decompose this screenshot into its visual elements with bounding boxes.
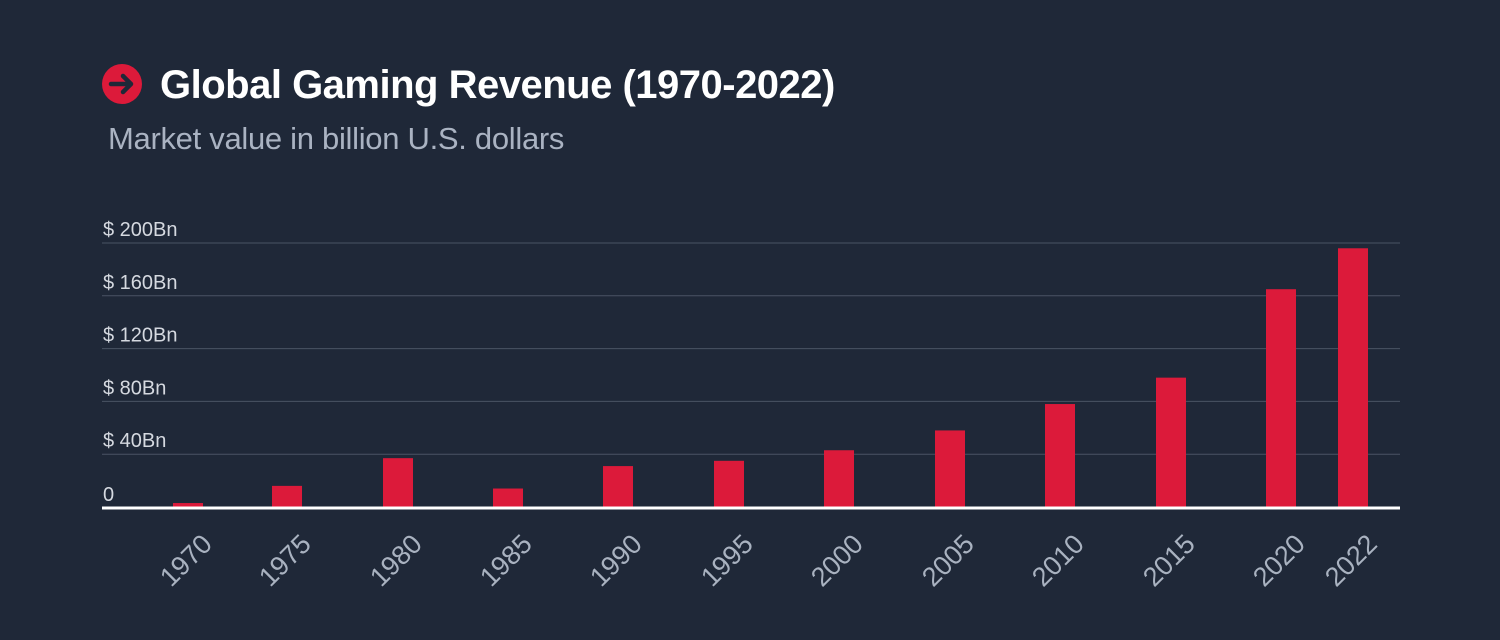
x-tick-label: 2020: [1247, 529, 1311, 593]
bar-1980: [383, 458, 413, 507]
y-axis-tick-labels: 0 $ 40Bn $ 80Bn $ 120Bn $ 160Bn $ 200Bn: [103, 219, 178, 506]
x-tick-label: 1980: [364, 529, 428, 593]
x-tick-label: 1970: [154, 529, 218, 593]
y-tick-label: $ 80Bn: [103, 377, 166, 399]
chart-subtitle: Market value in billion U.S. dollars: [108, 121, 565, 156]
bar-2005: [935, 430, 965, 507]
y-tick-label: 0: [103, 484, 114, 506]
bar-2022: [1338, 248, 1368, 507]
bar-2010: [1045, 404, 1075, 507]
x-tick-label: 2015: [1137, 529, 1201, 593]
chart-title: Global Gaming Revenue (1970-2022): [160, 63, 835, 107]
bars: [173, 248, 1368, 507]
bar-1985: [493, 488, 523, 507]
y-tick-label: $ 40Bn: [103, 430, 166, 452]
bar-1975: [272, 485, 302, 507]
x-tick-label: 1985: [474, 529, 538, 593]
x-tick-label: 2005: [916, 529, 980, 593]
x-tick-label: 1995: [695, 529, 759, 593]
y-tick-label: $ 200Bn: [103, 219, 178, 241]
x-tick-label: 1975: [253, 529, 317, 593]
bar-1990: [603, 466, 633, 507]
bar-2015: [1156, 377, 1186, 507]
x-tick-label: 2022: [1319, 529, 1383, 593]
x-tick-label: 2010: [1026, 529, 1090, 593]
x-tick-label: 1990: [584, 529, 648, 593]
grid-lines: [102, 242, 1400, 455]
y-tick-label: $ 120Bn: [103, 325, 178, 347]
bar-2000: [824, 450, 854, 507]
y-tick-label: $ 160Bn: [103, 272, 178, 294]
x-tick-label: 2000: [805, 529, 869, 593]
bar-1970: [173, 503, 203, 507]
bar-2020: [1266, 289, 1296, 507]
bar-1995: [714, 460, 744, 507]
x-axis-tick-labels: 1970 1975 1980 1985 1990 1995 2000 2005 2010 2015…: [154, 529, 1383, 593]
arrow-right-circle-icon: [102, 64, 142, 104]
